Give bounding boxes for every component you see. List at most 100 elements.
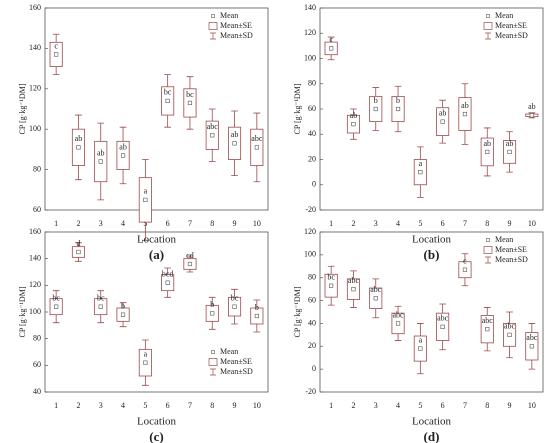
sd-whisker (75, 114, 82, 181)
y-tick-label: 40 (33, 387, 41, 396)
group-letter: ab (97, 148, 105, 157)
x-tick-label: 8 (485, 219, 489, 228)
mean-marker (76, 145, 81, 150)
x-tick-label: 8 (210, 401, 214, 410)
y-tick-label: 60 (33, 360, 41, 369)
sd-whisker (483, 127, 491, 177)
group-letter: d (76, 239, 80, 248)
group-letter: bc (327, 273, 335, 282)
mean-marker (98, 159, 103, 164)
mean-marker (120, 153, 126, 158)
mean-marker (143, 360, 148, 365)
x-tick-label: 1 (329, 401, 333, 410)
y-tick-label: 100 (29, 124, 41, 133)
x-tick-label: 3 (99, 401, 103, 410)
mean-marker (440, 119, 445, 124)
legend-mean-icon (486, 14, 490, 18)
panel-label: (c) (149, 429, 163, 443)
sd-whisker (142, 159, 149, 241)
mean-marker (507, 149, 512, 155)
x-tick-label: 3 (99, 219, 103, 228)
x-tick-label: 4 (121, 219, 125, 228)
mean-marker (210, 133, 215, 138)
mean-marker (529, 344, 534, 349)
x-tick-label: 7 (188, 219, 192, 228)
y-tick-label: 80 (33, 164, 41, 173)
x-tick-label: 7 (463, 219, 467, 228)
mean-marker (507, 332, 512, 337)
y-tick-label: 140 (304, 3, 316, 12)
x-tick-label: 8 (210, 219, 214, 228)
group-letter: bcd (162, 269, 174, 278)
mean-marker (485, 327, 490, 332)
y-tick-label: 0 (312, 180, 316, 189)
sd-whisker (164, 267, 171, 298)
group-letter: ab (439, 108, 447, 117)
group-letter: ab (75, 134, 83, 143)
y-tick-label: 60 (308, 104, 316, 113)
x-tick-label: 7 (463, 401, 467, 410)
legend-label: Mean (495, 11, 513, 20)
group-letter: ab (506, 139, 514, 148)
sd-whisker (75, 242, 82, 262)
x-tick-label: 6 (441, 401, 445, 410)
x-tick-label: 8 (485, 401, 489, 410)
group-letter: b (255, 303, 259, 312)
x-tick-label: 2 (351, 219, 355, 228)
mean-marker (418, 170, 423, 175)
x-axis-label: Location (137, 234, 177, 246)
group-letter: bc (52, 293, 60, 302)
y-tick-label: 100 (304, 53, 316, 62)
plot-frame (319, 231, 544, 393)
legend-label: Mean±SE (495, 21, 527, 30)
mean-marker (485, 149, 490, 155)
sd-whisker (97, 122, 105, 201)
x-tick-label: 10 (528, 219, 536, 228)
mean-marker (395, 321, 401, 326)
sd-whisker (483, 307, 491, 352)
x-tick-label: 5 (418, 401, 422, 410)
group-letter: bc (231, 293, 239, 302)
y-axis-label: CP [g·kg⁻¹DM] (18, 83, 27, 134)
x-tick-label: 6 (166, 219, 170, 228)
legend-label: Mean±SE (220, 21, 252, 30)
legend-sd-icon (210, 368, 216, 376)
x-tick-label: 1 (329, 219, 333, 228)
group-letter: b (374, 96, 378, 105)
sd-whisker (52, 290, 60, 324)
mean-marker (232, 304, 237, 309)
y-tick-label: 120 (29, 84, 41, 93)
legend-label: Mean±SD (495, 255, 528, 264)
sd-whisker (231, 288, 238, 325)
group-letter: ab (461, 101, 469, 110)
sd-whisker (350, 270, 357, 308)
y-tick-label: 20 (308, 154, 316, 163)
legend-label: Mean±SD (495, 31, 528, 40)
legend-label: Mean (220, 11, 238, 20)
y-tick-label: 60 (308, 295, 316, 304)
legend-mean-icon (211, 350, 215, 354)
sd-whisker (372, 278, 380, 319)
legend-sd-icon (210, 32, 216, 40)
sd-whisker (327, 36, 335, 61)
mean-marker (529, 113, 534, 118)
x-tick-label: 7 (188, 401, 192, 410)
x-tick-label: 9 (233, 401, 237, 410)
y-tick-label: 40 (308, 129, 316, 138)
y-tick-label: 80 (308, 79, 316, 88)
group-letter: cd (186, 251, 194, 260)
x-tick-label: 5 (418, 219, 422, 228)
group-letter: bc (97, 293, 105, 302)
sd-whisker (506, 311, 513, 359)
y-tick-label: 0 (312, 364, 316, 373)
sd-whisker (119, 302, 127, 328)
y-tick-label: 120 (304, 227, 316, 236)
sd-whisker (97, 290, 105, 324)
legend-label: Mean (220, 347, 238, 356)
mean-marker (187, 261, 193, 267)
group-letter: abc (207, 122, 219, 131)
y-tick-label: -20 (305, 387, 316, 396)
mean-marker (254, 145, 259, 150)
mean-marker (329, 283, 334, 288)
group-letter: abc (251, 134, 263, 143)
